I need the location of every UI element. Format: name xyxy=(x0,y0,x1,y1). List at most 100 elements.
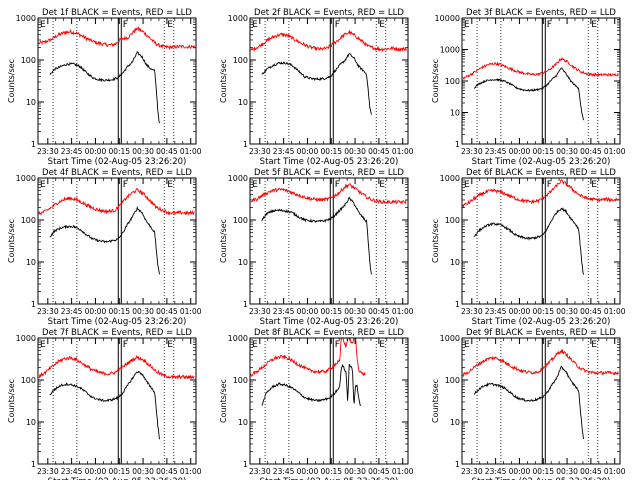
series-line-black xyxy=(473,365,584,440)
y-tick-label: 100 xyxy=(445,376,460,385)
x-axis-label: Start Time (02-Aug-05 23:26:20) xyxy=(472,477,611,480)
chart-title: Det 9f BLACK = Events, RED = LLD xyxy=(466,328,616,338)
y-tick-label: 100 xyxy=(21,216,36,225)
plot-frame xyxy=(461,177,621,305)
x-tick-label: 00:45 xyxy=(156,307,178,316)
y-tick-label: 100 xyxy=(445,216,460,225)
plot-frame xyxy=(37,17,197,145)
x-tick-label: 00:15 xyxy=(108,147,130,156)
x-tick-label: 23:30 xyxy=(37,147,59,156)
series-line-black xyxy=(49,370,160,440)
marker-label: E xyxy=(40,20,46,30)
x-tick-label: 01:00 xyxy=(392,467,414,476)
x-tick-label: 00:30 xyxy=(344,147,366,156)
y-tick-label: 1 xyxy=(31,300,36,309)
series-line-black xyxy=(261,52,372,115)
time-marker-e: E xyxy=(375,18,385,144)
marker-label: E xyxy=(252,20,258,30)
chart-panel-det-3: Det 3f BLACK = Events, RED = LLD F E E 1 10 10… xyxy=(431,8,626,167)
y-tick-label: 100 xyxy=(233,376,248,385)
time-marker-f: F xyxy=(117,178,128,304)
y-tick-label: 1 xyxy=(243,460,248,469)
x-tick-label: 00:00 xyxy=(297,467,319,476)
x-tick-label: 00:30 xyxy=(344,307,366,316)
y-tick-label: 1 xyxy=(31,140,36,149)
y-tick-label: 1000 xyxy=(228,174,248,183)
chart-title: Det 7f BLACK = Events, RED = LLD xyxy=(42,328,192,338)
x-tick-label: 00:45 xyxy=(156,147,178,156)
y-axis-label: Counts/sec xyxy=(431,219,440,263)
marker-label: F xyxy=(123,20,128,30)
x-tick-label: 23:30 xyxy=(37,307,59,316)
x-tick-label: 01:00 xyxy=(392,147,414,156)
x-tick-label: 23:30 xyxy=(461,307,483,316)
y-tick-label: 10 xyxy=(238,98,248,107)
marker-label: F xyxy=(547,20,552,30)
time-marker-e: E xyxy=(587,18,597,144)
x-tick-label: 23:45 xyxy=(273,147,295,156)
time-marker-e: E xyxy=(375,178,385,304)
x-tick-label: 00:30 xyxy=(132,147,154,156)
x-tick-label: 01:00 xyxy=(180,307,202,316)
y-tick-label: 100 xyxy=(233,216,248,225)
x-tick-label: 00:45 xyxy=(368,147,390,156)
x-tick-label: 00:30 xyxy=(556,467,578,476)
marker-label: E xyxy=(40,340,46,350)
y-axis-label: Counts/sec xyxy=(219,379,228,423)
plot-frame xyxy=(249,337,409,465)
time-marker-e: E xyxy=(163,18,173,144)
marker-label: F xyxy=(335,20,340,30)
marker-label: E xyxy=(464,340,470,350)
chart-panel-det-7: Det 7f BLACK = Events, RED = LLD F E E 1 10 10… xyxy=(7,328,202,480)
time-marker-f: F xyxy=(541,338,552,464)
x-tick-label: 00:45 xyxy=(580,307,602,316)
marker-label: E xyxy=(252,340,258,350)
y-tick-label: 1000 xyxy=(440,334,460,343)
marker-label: E xyxy=(379,20,385,30)
y-tick-label: 100 xyxy=(233,56,248,65)
y-axis-label: Counts/sec xyxy=(219,59,228,103)
x-tick-label: 00:45 xyxy=(580,147,602,156)
chart-title: Det 8f BLACK = Events, RED = LLD xyxy=(254,328,404,338)
x-axis-label: Start Time (02-Aug-05 23:26:20) xyxy=(48,157,187,167)
time-marker-f: F xyxy=(541,18,552,144)
y-tick-label: 1 xyxy=(455,460,460,469)
y-tick-label: 1000 xyxy=(228,334,248,343)
y-tick-label: 10 xyxy=(238,418,248,427)
y-tick-label: 1000 xyxy=(440,174,460,183)
y-axis-label: Counts/sec xyxy=(431,379,440,423)
y-tick-label: 10 xyxy=(26,418,36,427)
x-tick-label: 01:00 xyxy=(392,307,414,316)
x-tick-label: 00:15 xyxy=(320,307,342,316)
marker-label: E xyxy=(167,20,173,30)
chart-panel-det-5: Det 5f BLACK = Events, RED = LLD F E E 1 10 10… xyxy=(219,168,414,327)
x-tick-label: 23:30 xyxy=(249,147,271,156)
series-line-black xyxy=(261,196,372,275)
marker-label: E xyxy=(379,340,385,350)
chart-title: Det 2f BLACK = Events, RED = LLD xyxy=(254,8,404,18)
marker-label: E xyxy=(464,20,470,30)
x-tick-label: 00:15 xyxy=(532,467,554,476)
marker-label: F xyxy=(123,340,128,350)
marker-label: E xyxy=(591,340,597,350)
x-tick-label: 23:45 xyxy=(273,467,295,476)
x-tick-label: 23:30 xyxy=(249,467,271,476)
time-marker-f: F xyxy=(117,338,128,464)
x-tick-label: 01:00 xyxy=(180,147,202,156)
time-marker-e: E xyxy=(163,178,173,304)
x-tick-label: 00:30 xyxy=(556,307,578,316)
series-line-red xyxy=(38,26,195,51)
series-line-black xyxy=(49,205,160,275)
marker-label: F xyxy=(123,180,128,190)
plot-frame xyxy=(37,177,197,305)
y-tick-label: 10 xyxy=(238,258,248,267)
x-tick-label: 23:45 xyxy=(273,307,295,316)
time-marker-f: F xyxy=(541,178,552,304)
series-line-black xyxy=(261,363,361,407)
plot-frame xyxy=(37,337,197,465)
x-tick-label: 00:30 xyxy=(132,467,154,476)
y-tick-label: 1000 xyxy=(16,334,36,343)
y-tick-label: 100 xyxy=(21,56,36,65)
marker-label: E xyxy=(252,180,258,190)
